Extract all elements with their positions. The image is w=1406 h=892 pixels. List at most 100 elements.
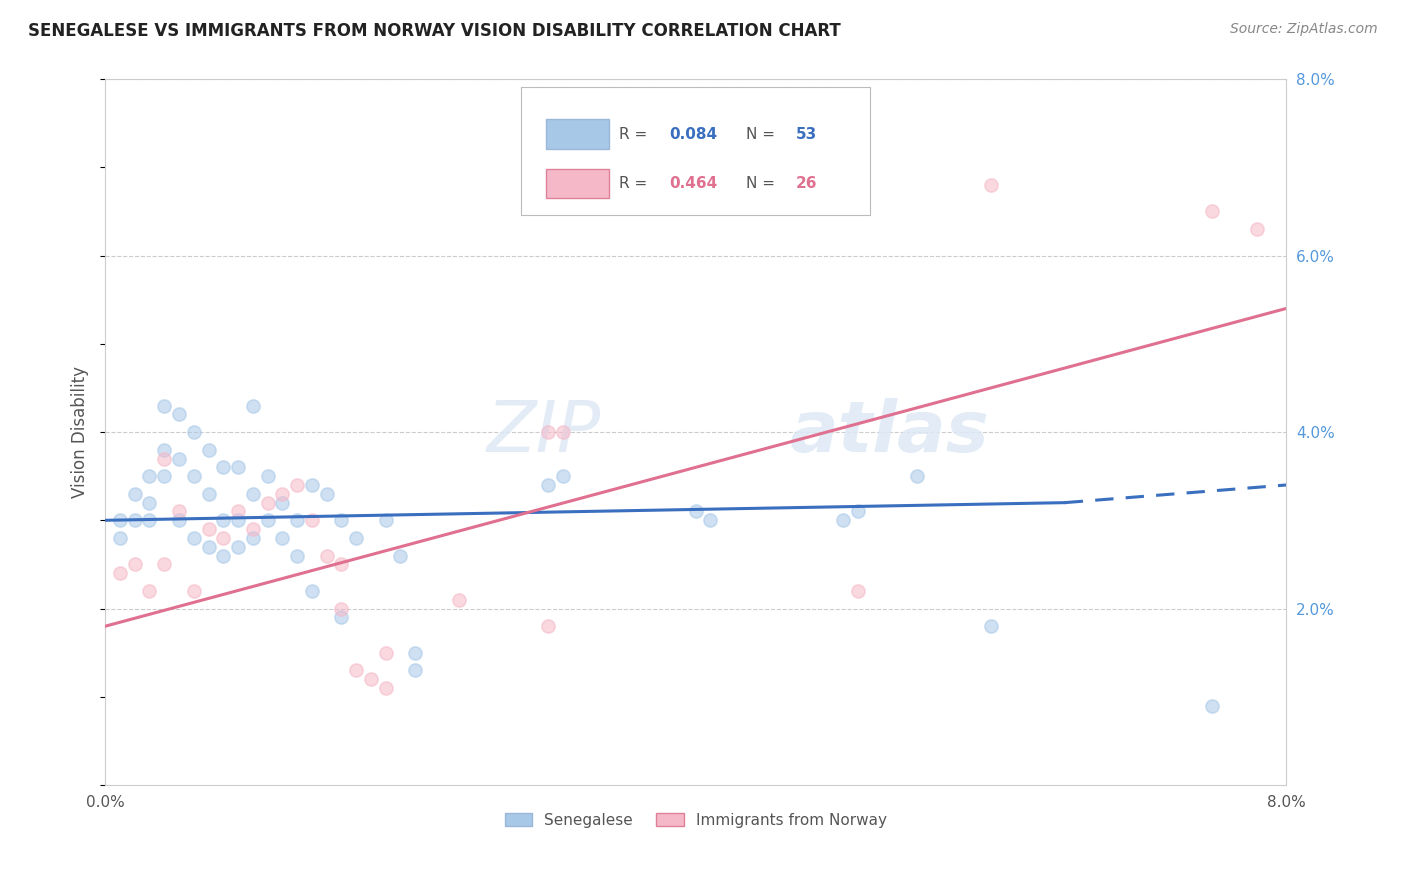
Point [832, 513, 855, 527]
Point [301, 478, 323, 492]
Point [330, 601, 353, 615]
Point [212, 513, 235, 527]
Point [153, 399, 176, 413]
Point [389, 549, 412, 563]
Point [537, 619, 560, 633]
Point [374, 513, 396, 527]
Point [285, 478, 308, 492]
Point [315, 549, 337, 563]
Point [226, 460, 249, 475]
Point [226, 504, 249, 518]
Point [449, 592, 471, 607]
Point [183, 469, 205, 483]
Point [226, 540, 249, 554]
Point [537, 425, 560, 439]
Point [167, 504, 190, 518]
Text: N =: N = [747, 127, 780, 142]
Text: R =: R = [619, 127, 652, 142]
Text: 53: 53 [796, 127, 817, 142]
Point [374, 646, 396, 660]
Point [699, 513, 721, 527]
Point [242, 399, 264, 413]
Point [980, 178, 1002, 192]
Point [242, 531, 264, 545]
Point [108, 531, 131, 545]
Point [153, 469, 176, 483]
Text: atlas: atlas [790, 398, 990, 467]
Point [256, 496, 278, 510]
Point [138, 583, 160, 598]
Point [330, 610, 353, 624]
Point [685, 504, 707, 518]
FancyBboxPatch shape [520, 87, 870, 215]
Point [108, 566, 131, 581]
Point [271, 496, 294, 510]
Point [980, 619, 1002, 633]
Text: 0.464: 0.464 [669, 176, 718, 191]
Point [330, 513, 353, 527]
Point [256, 513, 278, 527]
Point [138, 496, 160, 510]
Point [212, 531, 235, 545]
Point [374, 681, 396, 695]
Point [138, 513, 160, 527]
Point [360, 672, 382, 686]
Point [537, 478, 560, 492]
Point [153, 442, 176, 457]
Point [153, 558, 176, 572]
Point [197, 522, 219, 536]
Point [271, 487, 294, 501]
Point [212, 549, 235, 563]
Point [108, 513, 131, 527]
Point [197, 442, 219, 457]
Text: ZIP: ZIP [486, 398, 602, 467]
Point [404, 664, 426, 678]
Point [212, 460, 235, 475]
Point [124, 558, 146, 572]
Point [197, 487, 219, 501]
Point [685, 134, 707, 148]
Point [301, 513, 323, 527]
Text: Source: ZipAtlas.com: Source: ZipAtlas.com [1230, 22, 1378, 37]
Point [183, 531, 205, 545]
Point [1201, 698, 1223, 713]
Point [404, 646, 426, 660]
Text: N =: N = [747, 176, 780, 191]
Point [551, 425, 574, 439]
Point [226, 513, 249, 527]
Point [242, 487, 264, 501]
Point [271, 531, 294, 545]
Point [301, 583, 323, 598]
Legend: Senegalese, Immigrants from Norway: Senegalese, Immigrants from Norway [499, 806, 893, 834]
Point [167, 408, 190, 422]
Text: SENEGALESE VS IMMIGRANTS FROM NORWAY VISION DISABILITY CORRELATION CHART: SENEGALESE VS IMMIGRANTS FROM NORWAY VIS… [28, 22, 841, 40]
FancyBboxPatch shape [546, 120, 609, 149]
Point [344, 664, 367, 678]
Point [551, 469, 574, 483]
Point [153, 451, 176, 466]
Point [124, 487, 146, 501]
Point [124, 513, 146, 527]
Text: 26: 26 [796, 176, 817, 191]
Point [183, 583, 205, 598]
Point [846, 583, 869, 598]
Text: R =: R = [619, 176, 652, 191]
Point [285, 513, 308, 527]
Text: 0.084: 0.084 [669, 127, 718, 142]
Point [344, 531, 367, 545]
Point [285, 549, 308, 563]
Point [846, 504, 869, 518]
Point [1201, 204, 1223, 219]
Point [167, 513, 190, 527]
FancyBboxPatch shape [546, 169, 609, 198]
Point [330, 558, 353, 572]
Point [315, 487, 337, 501]
Y-axis label: Vision Disability: Vision Disability [72, 366, 89, 498]
Point [905, 469, 928, 483]
Point [167, 451, 190, 466]
Point [183, 425, 205, 439]
Point [256, 469, 278, 483]
Point [1246, 222, 1268, 236]
Point [197, 540, 219, 554]
Point [138, 469, 160, 483]
